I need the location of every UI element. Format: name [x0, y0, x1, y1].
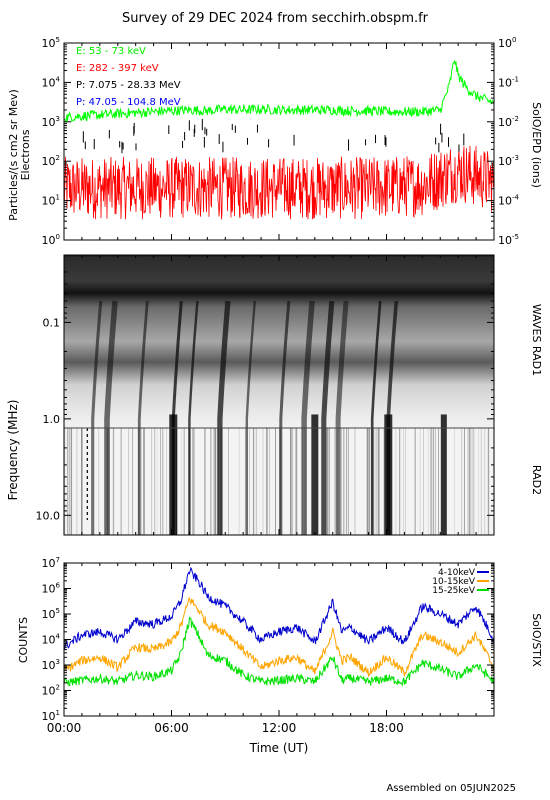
stix-y-tick-label: 105	[42, 607, 60, 621]
type-iii-burst	[137, 300, 149, 535]
stix-y-tick-label: 103	[42, 658, 60, 672]
epd-y-tick-label: 105	[42, 36, 60, 50]
epd-y-tick-label: 104	[42, 75, 61, 89]
epd-ylabel-line2: Electrons	[19, 129, 32, 180]
epd-right-tick-label: 100	[498, 36, 516, 50]
type-iii-burst	[104, 300, 118, 535]
legend-p1: P: 7.075 - 28.33 MeV	[76, 80, 181, 91]
waves-spectrogram	[64, 255, 494, 535]
waves-panel: 0.1 1.0 10.0 Frequency (MHz) WAVES RAD1 RA…	[6, 254, 543, 536]
epd-y-tick-label: 101	[42, 194, 60, 208]
strong-burst	[384, 414, 393, 535]
stix-x-tick-label: 12:00	[262, 721, 297, 735]
legend-e2: E: 282 - 397 keV	[76, 63, 159, 74]
stix-y-tick-label: 102	[42, 684, 60, 698]
type-iii-burst	[370, 300, 382, 535]
stix-legend-mid: 10-15keV	[432, 577, 476, 587]
epd-right-axis: 10-5 10-4 10-3 10-2 10-1 100	[487, 36, 520, 247]
type-iii-burst	[91, 300, 103, 535]
stix-legend-low: 4-10keV	[438, 568, 476, 578]
rad1-background	[64, 255, 494, 428]
type-iii-burst	[301, 300, 315, 535]
epd-left-axis: 100 101 102 103 104 105	[42, 36, 71, 247]
epd-legend: E: 53 - 73 keV E: 282 - 397 keV P: 7.075…	[76, 46, 181, 108]
stix-series-2	[64, 616, 494, 687]
epd-right-tick-label: 10-5	[498, 233, 519, 247]
epd-y-tick-label: 100	[42, 233, 60, 247]
stix-legend: 4-10keV 10-15keV 15-25keV	[432, 568, 489, 596]
legend-p2: P: 47.05 - 104.8 MeV	[76, 97, 181, 108]
epd-right-label: SolO/EPD (ions)	[530, 102, 543, 188]
epd-x-ticks	[63, 43, 495, 240]
stix-x-tick-label: 00:00	[47, 721, 82, 735]
stix-right-label: SolO/STIX	[530, 613, 543, 667]
stix-y-tick-label: 107	[42, 556, 60, 570]
rad2-background	[64, 428, 494, 535]
epd-right-tick-label: 10-2	[498, 115, 519, 129]
stix-legend-high: 15-25keV	[432, 586, 476, 596]
epd-series-e53	[64, 59, 494, 124]
waves-right-label-rad1: WAVES RAD1	[530, 304, 543, 376]
stix-y-tick-label: 106	[42, 582, 61, 596]
epd-y-tick-label: 103	[42, 115, 60, 129]
epd-y-tick-label: 102	[42, 154, 60, 168]
stix-x-axis: 00:00 06:00 12:00 18:00	[47, 563, 495, 735]
stix-series-0	[64, 566, 494, 650]
type-iii-burst	[279, 300, 291, 535]
waves-y-axis: 0.1 1.0 10.0	[36, 271, 494, 522]
stix-xlabel: Time (UT)	[249, 741, 309, 755]
legend-e1: E: 53 - 73 keV	[76, 46, 146, 57]
strong-burst	[311, 414, 319, 535]
waves-right-label-rad2: RAD2	[530, 465, 543, 495]
strong-burst	[440, 414, 447, 535]
stix-panel: 101 102 103 104 105 106 107 00:00 06:00 12:00 18:…	[17, 556, 543, 755]
waves-ylabel: Frequency (MHz)	[6, 400, 20, 501]
figure-title: Survey of 29 DEC 2024 from secchirh.obsp…	[122, 11, 429, 26]
type-iii-burst	[245, 300, 256, 535]
epd-right-tick-label: 10-1	[498, 75, 519, 89]
waves-x-ticks	[63, 255, 495, 535]
stix-y-tick-label: 104	[42, 633, 61, 647]
stix-y-axis: 101 102 103 104 105 106 107	[42, 556, 494, 723]
type-iii-burst	[335, 300, 349, 535]
stix-ylabel: COUNTS	[17, 617, 30, 663]
waves-y-tick-label: 10.0	[36, 509, 61, 522]
waves-y-tick-label: 1.0	[43, 413, 61, 426]
epd-traces	[64, 59, 494, 220]
type-iii-burst	[321, 300, 335, 535]
stix-x-tick-label: 06:00	[154, 721, 189, 735]
stix-series-1	[64, 596, 494, 677]
epd-right-tick-label: 10-3	[498, 154, 519, 168]
epd-ylabel-line1: Particles/(s cm2 sr Mev)	[7, 89, 20, 221]
type-iii-burst	[188, 300, 199, 535]
strong-burst	[169, 414, 178, 535]
footer-assembled: Assembled on 05JUN2025	[386, 783, 516, 794]
epd-right-tick-label: 10-4	[498, 194, 520, 208]
stix-traces	[64, 566, 494, 687]
stix-x-tick-label: 18:00	[369, 721, 404, 735]
epd-series-e282	[64, 145, 494, 220]
type-iii-burst	[217, 300, 231, 535]
stix-y-tick-label: 101	[42, 709, 60, 723]
waves-y-tick-label: 0.1	[43, 316, 61, 329]
